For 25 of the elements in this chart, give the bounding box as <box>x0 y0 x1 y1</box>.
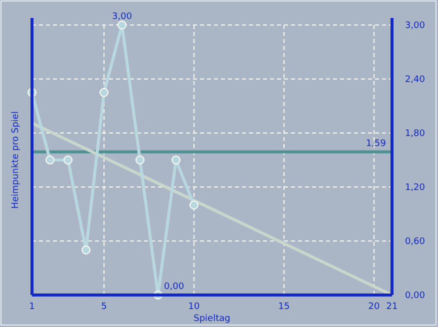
y-tick-label: 3,00 <box>404 21 426 31</box>
ref-line-label: 1,59 <box>366 138 386 149</box>
point <box>136 156 144 164</box>
y-tick-label: 1,80 <box>404 129 426 139</box>
annotation: 3,00 <box>112 12 132 22</box>
x-axis-title: Spieltag <box>194 314 230 324</box>
x-tick-label: 10 <box>188 302 200 312</box>
y-tick-label: 0,60 <box>404 237 426 247</box>
y-tick-label: 1,20 <box>404 183 426 193</box>
y-tick-label: 0,00 <box>404 291 426 301</box>
point <box>172 156 180 164</box>
point <box>46 156 54 164</box>
x-tick-label: 20 <box>368 302 380 312</box>
x-tick-label: 1 <box>29 302 35 312</box>
y-axis-title: Heimpunkte pro Spiel <box>11 111 21 209</box>
point <box>118 20 126 30</box>
point <box>100 88 108 97</box>
point <box>82 246 90 254</box>
y-tick-label: 2,40 <box>404 75 426 85</box>
x-tick-label: 21 <box>386 302 398 312</box>
x-tick-label: 5 <box>101 302 107 312</box>
x-tick-label: 15 <box>278 302 290 312</box>
point <box>190 200 198 210</box>
point <box>64 156 72 164</box>
annotation: 0,00 <box>164 282 184 292</box>
